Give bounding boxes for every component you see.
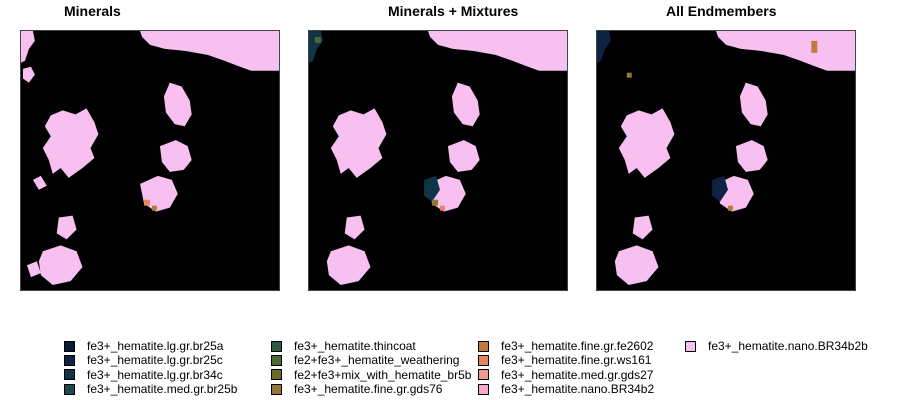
classification-map bbox=[20, 30, 280, 291]
legend-swatch bbox=[478, 340, 489, 352]
legend-swatch bbox=[271, 383, 282, 395]
legend-item: fe3+_hematite.nano.BR34b2b bbox=[685, 339, 868, 353]
legend-label: fe3+_hematite.med.gr.gds27 bbox=[501, 367, 654, 382]
legend-swatch bbox=[685, 340, 696, 352]
legend-label: fe3+_hematite.thincoat bbox=[294, 339, 416, 354]
legend-swatch bbox=[271, 354, 282, 366]
legend-swatch bbox=[478, 354, 489, 366]
legend-item: fe3+_hematite.lg.gr.br25a bbox=[64, 339, 237, 353]
legend-column: fe3+_hematite.nano.BR34b2b bbox=[685, 339, 868, 353]
legend-swatch bbox=[64, 383, 75, 395]
legend-label: fe3+_hematite.fine.gr.gds76 bbox=[294, 382, 443, 397]
panel-title: Minerals + Mixtures bbox=[388, 3, 519, 19]
legend-item: fe3+_hematite.lg.gr.br25c bbox=[64, 353, 237, 367]
legend-swatch bbox=[271, 340, 282, 352]
legend-label: fe3+_hematite.nano.BR34b2b bbox=[708, 339, 868, 354]
legend-item: fe3+_hematite.nano.BR34b2 bbox=[478, 382, 654, 396]
legend-item: fe3+_hematite.fine.gr.fe2602 bbox=[478, 339, 654, 353]
legend-swatch bbox=[64, 354, 75, 366]
legend-swatch bbox=[64, 369, 75, 381]
legend-item: fe3+_hematite.med.gr.br25b bbox=[64, 382, 237, 396]
legend-item: fe2+fe3+_hematite_weathering bbox=[271, 353, 471, 367]
legend-item: fe3+_hematite.lg.gr.br34c bbox=[64, 368, 237, 382]
panel-title: Minerals bbox=[64, 3, 121, 19]
legend: fe3+_hematite.lg.gr.br25a fe3+_hematite.… bbox=[64, 339, 894, 399]
legend-label: fe3+_hematite.nano.BR34b2 bbox=[501, 382, 655, 397]
legend-label: fe3+_hematite.med.gr.br25b bbox=[87, 382, 238, 397]
legend-label: fe3+_hematite.fine.gr.fe2602 bbox=[501, 339, 654, 354]
legend-column: fe3+_hematite.lg.gr.br25a fe3+_hematite.… bbox=[64, 339, 237, 396]
legend-swatch bbox=[478, 369, 489, 381]
legend-swatch bbox=[478, 383, 489, 395]
classification-map bbox=[596, 30, 856, 291]
legend-item: fe2+fe3+mix_with_hematite_br5b bbox=[271, 368, 471, 382]
legend-label: fe3+_hematite.lg.gr.br25c bbox=[87, 353, 223, 368]
panel-title: All Endmembers bbox=[666, 3, 777, 19]
legend-column: fe3+_hematite.fine.gr.fe2602 fe3+_hemati… bbox=[478, 339, 654, 396]
legend-item: fe3+_hematite.thincoat bbox=[271, 339, 471, 353]
legend-label: fe2+fe3+_hematite_weathering bbox=[294, 353, 460, 368]
legend-item: fe3+_hematite.fine.gr.gds76 bbox=[271, 382, 471, 396]
legend-column: fe3+_hematite.thincoat fe2+fe3+_hematite… bbox=[271, 339, 471, 396]
classification-map bbox=[308, 30, 568, 291]
legend-item: fe3+_hematite.fine.gr.ws161 bbox=[478, 353, 654, 367]
legend-swatch bbox=[64, 340, 75, 352]
legend-label: fe3+_hematite.lg.gr.br25a bbox=[87, 339, 224, 354]
legend-item: fe3+_hematite.med.gr.gds27 bbox=[478, 368, 654, 382]
legend-swatch bbox=[271, 369, 282, 381]
legend-label: fe3+_hematite.fine.gr.ws161 bbox=[501, 353, 652, 368]
legend-label: fe3+_hematite.lg.gr.br34c bbox=[87, 367, 223, 382]
legend-label: fe2+fe3+mix_with_hematite_br5b bbox=[294, 367, 472, 382]
